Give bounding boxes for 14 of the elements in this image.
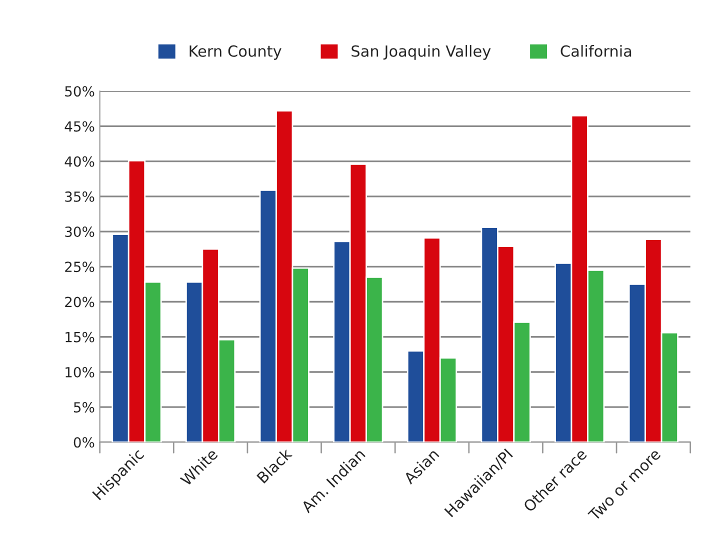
- y-tick-label: 10%: [66, 366, 94, 378]
- y-tick-label: 5%: [74, 402, 94, 413]
- legend-label: San Joaquin Valley: [352, 45, 491, 60]
- legend-label: California: [560, 45, 632, 57]
- y-tick-label: 45%: [64, 121, 94, 132]
- legend-label: Kern County: [190, 45, 282, 60]
- y-tick-label: 35%: [65, 191, 94, 202]
- y-tick-label: 50%: [65, 86, 94, 97]
- y-tick-label: 30%: [65, 226, 94, 238]
- y-tick-label: 20%: [65, 296, 94, 308]
- y-tick-label: 15%: [66, 332, 94, 342]
- y-tick-label: 25%: [65, 262, 94, 272]
- y-tick-label: 40%: [64, 156, 94, 167]
- y-tick-label: 0%: [74, 437, 94, 448]
